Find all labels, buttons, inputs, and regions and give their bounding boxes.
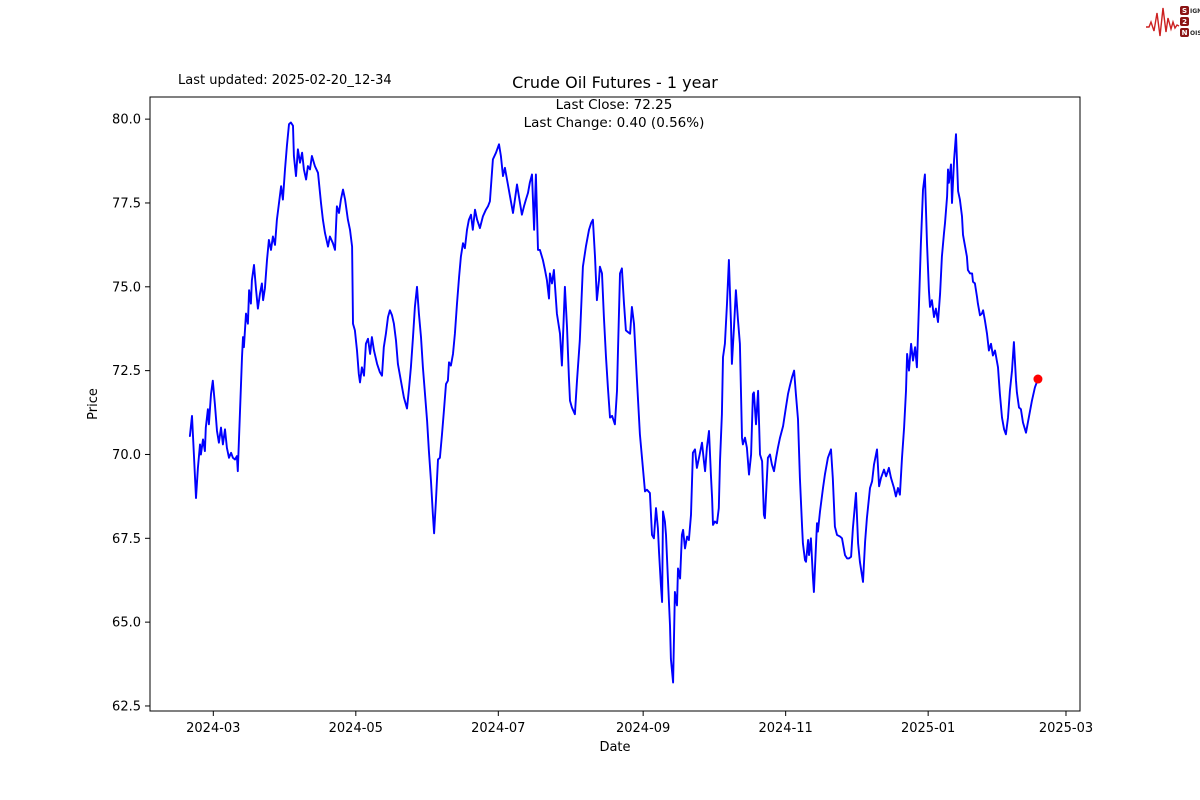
logo-text-ignal: IGNAL: [1190, 8, 1200, 15]
logo-text-oise: OISE: [1190, 30, 1200, 37]
y-tick-label: 77.5: [112, 196, 141, 211]
logo-badge-s: [1180, 6, 1189, 15]
y-tick-label: 70.0: [112, 448, 141, 463]
x-tick-label: 2025-01: [901, 721, 955, 736]
last-change-annotation: Last Change: 0.40 (0.56%): [524, 115, 705, 131]
x-tick-label: 2024-03: [186, 721, 240, 736]
y-tick-label: 62.5: [112, 699, 141, 714]
y-tick-label: 75.0: [112, 280, 141, 295]
brand-logo: S 2 N IGNAL OISE: [1146, 6, 1200, 37]
y-tick-label: 67.5: [112, 532, 141, 547]
logo-letter-n: N: [1182, 29, 1188, 37]
logo-letter-2: 2: [1182, 18, 1187, 26]
last-close-annotation: Last Close: 72.25: [556, 97, 673, 113]
price-line-layer: [188, 121, 1043, 684]
x-tick-label: 2025-03: [1039, 721, 1093, 736]
logo-badge-n: [1180, 28, 1189, 37]
y-tick-label: 65.0: [112, 616, 141, 631]
x-axis-label: Date: [599, 740, 630, 755]
x-tick-label: 2024-09: [616, 721, 670, 736]
logo-badge-2: [1180, 17, 1189, 26]
axes-layer: 62.5 65.0 67.5 70.0 72.5 75.0 77.5 80.0 2024-03 2…: [112, 96, 1093, 736]
ekg-waveform-icon: [1146, 7, 1180, 37]
x-tick-label: 2024-11: [758, 721, 812, 736]
x-tick-label: 2024-05: [329, 721, 383, 736]
y-tick-label: 72.5: [112, 364, 141, 379]
plot-area-border: [149, 96, 1081, 712]
y-axis-label: Price: [86, 388, 101, 420]
page-title: Crude Oil Futures - 1 year: [512, 73, 718, 92]
last-close-marker-dot: [1033, 374, 1043, 384]
x-tick-label: 2024-07: [471, 721, 525, 736]
logo-letter-s: S: [1182, 7, 1187, 15]
price-line-series: [188, 121, 1039, 684]
last-updated-label: Last updated: 2025-02-20_12-34: [178, 73, 392, 88]
y-tick-label: 80.0: [112, 113, 141, 128]
